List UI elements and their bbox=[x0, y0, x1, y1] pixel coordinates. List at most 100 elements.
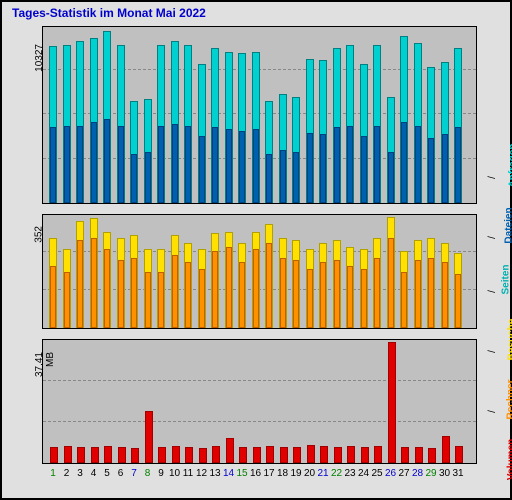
x-label: 2 bbox=[61, 468, 73, 479]
bar bbox=[185, 447, 193, 463]
bar bbox=[347, 126, 353, 203]
x-label: 31 bbox=[452, 468, 464, 479]
x-label: 18 bbox=[277, 468, 289, 479]
bar bbox=[50, 266, 56, 328]
x-label: 3 bbox=[74, 468, 86, 479]
bar bbox=[226, 438, 234, 463]
legend-item: Dateien bbox=[504, 207, 512, 243]
x-label: 26 bbox=[385, 468, 397, 479]
bar bbox=[428, 448, 436, 463]
bar bbox=[131, 154, 137, 203]
bar bbox=[374, 258, 380, 328]
bar bbox=[361, 269, 367, 328]
bar bbox=[77, 240, 83, 328]
x-label: 17 bbox=[263, 468, 275, 479]
bar bbox=[239, 447, 247, 463]
x-label: 27 bbox=[398, 468, 410, 479]
x-label: 15 bbox=[236, 468, 248, 479]
bar bbox=[145, 272, 151, 329]
bar bbox=[442, 436, 450, 463]
legend-separator: / bbox=[487, 290, 498, 293]
chart-container: Tages-Statistik im Monat Mai 2022 103273… bbox=[0, 0, 512, 500]
x-label: 28 bbox=[412, 468, 424, 479]
bar bbox=[77, 126, 83, 203]
bar bbox=[253, 249, 259, 328]
bar bbox=[91, 238, 97, 328]
bar bbox=[455, 446, 463, 463]
bar bbox=[172, 255, 178, 328]
x-label: 8 bbox=[142, 468, 154, 479]
bar bbox=[104, 446, 112, 463]
bar bbox=[118, 126, 124, 203]
bar bbox=[50, 447, 58, 463]
x-label: 23 bbox=[344, 468, 356, 479]
bar bbox=[239, 131, 245, 203]
bar bbox=[442, 262, 448, 328]
x-label: 30 bbox=[439, 468, 451, 479]
bar bbox=[388, 152, 394, 203]
y-label-bottom: 37.41 MB bbox=[34, 352, 56, 384]
x-label: 14 bbox=[223, 468, 235, 479]
bar bbox=[334, 127, 340, 203]
bar bbox=[280, 150, 286, 203]
bar bbox=[185, 262, 191, 328]
bar bbox=[158, 272, 164, 329]
bar bbox=[307, 269, 313, 328]
chart-title: Tages-Statistik im Monat Mai 2022 bbox=[12, 6, 206, 20]
x-label: 25 bbox=[371, 468, 383, 479]
bar bbox=[64, 446, 72, 463]
bar bbox=[253, 447, 261, 463]
x-label: 13 bbox=[209, 468, 221, 479]
bar bbox=[118, 260, 124, 328]
bar bbox=[347, 266, 353, 328]
bar bbox=[347, 446, 355, 463]
bar bbox=[334, 260, 340, 328]
bar bbox=[415, 260, 421, 328]
bar bbox=[64, 126, 70, 203]
x-label: 1 bbox=[47, 468, 59, 479]
bar bbox=[455, 274, 461, 328]
bar bbox=[131, 448, 139, 463]
x-label: 5 bbox=[101, 468, 113, 479]
bar bbox=[91, 122, 97, 203]
y-label-top: 10327 bbox=[34, 44, 45, 72]
bar bbox=[428, 258, 434, 328]
bar bbox=[361, 447, 369, 463]
bar bbox=[158, 126, 164, 203]
legend-separator: / bbox=[487, 350, 498, 353]
x-label: 22 bbox=[331, 468, 343, 479]
x-label: 21 bbox=[317, 468, 329, 479]
bar bbox=[374, 446, 382, 463]
legend-separator: / bbox=[487, 410, 498, 413]
bar bbox=[199, 448, 207, 463]
bar bbox=[334, 447, 342, 463]
bar bbox=[266, 243, 272, 328]
bar bbox=[131, 258, 137, 328]
bar bbox=[401, 447, 409, 463]
bar bbox=[50, 127, 56, 203]
bar bbox=[388, 342, 396, 463]
bar bbox=[145, 411, 153, 463]
bar bbox=[239, 262, 245, 328]
panel-volumen bbox=[42, 339, 477, 464]
bar bbox=[158, 447, 166, 463]
bar bbox=[455, 127, 461, 203]
x-label: 16 bbox=[250, 468, 262, 479]
legend-item: Seiten bbox=[501, 264, 512, 294]
legend-separator: / bbox=[487, 236, 498, 239]
bar bbox=[118, 447, 126, 463]
bar bbox=[361, 136, 367, 203]
bar bbox=[212, 446, 220, 463]
bar bbox=[415, 447, 423, 463]
bar bbox=[293, 152, 299, 203]
x-label: 10 bbox=[169, 468, 181, 479]
x-label: 12 bbox=[196, 468, 208, 479]
bar bbox=[253, 129, 259, 203]
bar bbox=[293, 260, 299, 328]
bar bbox=[374, 126, 380, 203]
bar bbox=[307, 445, 315, 463]
x-label: 7 bbox=[128, 468, 140, 479]
legend-item: Rechner bbox=[506, 379, 512, 419]
bar bbox=[172, 446, 180, 463]
bar bbox=[401, 122, 407, 203]
